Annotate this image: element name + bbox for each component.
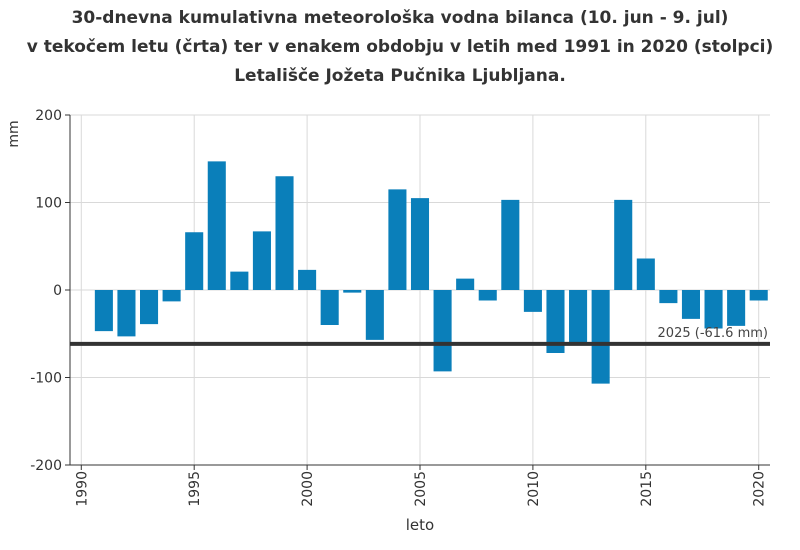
bar (94, 290, 113, 332)
y-tick-label: -100 (30, 371, 62, 387)
chart-title-line-2: v tekočem letu (črta) ter v enakem obdob… (26, 37, 774, 57)
chart-title-line-3: Letališče Jožeta Pučnika Ljubljana. (234, 66, 566, 86)
bar (636, 258, 655, 290)
chart-title: 30-dnevna kumulativna meteorološka vodna… (0, 4, 800, 91)
bar (433, 290, 452, 372)
bar (140, 290, 159, 325)
x-tick-label: 1995 (187, 471, 203, 507)
bars-layer (94, 161, 768, 384)
reference-line-label: 2025 (-61.6 mm) (658, 326, 768, 341)
bar (659, 290, 678, 304)
bar (591, 290, 610, 384)
y-tick-label: 0 (53, 283, 62, 299)
bar (207, 161, 226, 290)
bar (343, 290, 362, 293)
bar (749, 290, 768, 301)
x-axis-label: leto (406, 516, 434, 534)
x-tick-label: 2020 (752, 471, 768, 507)
bar (185, 232, 204, 290)
bar (569, 290, 588, 344)
bar (501, 199, 520, 290)
y-tick-label: -200 (30, 458, 62, 474)
bar (523, 290, 542, 312)
axes-layer: -200 -100 0 100 200 1990 1995 2000 2005 2010 2015 2… (30, 108, 770, 507)
bar (410, 198, 430, 290)
x-tick-label: 2010 (526, 471, 542, 507)
x-tick-label: 2005 (413, 471, 429, 507)
bar (162, 290, 181, 302)
bar (365, 290, 384, 340)
y-axis-label: mm (6, 120, 22, 147)
x-tick-label: 2000 (300, 471, 316, 507)
bar (681, 290, 700, 319)
bar (704, 290, 723, 329)
bar (727, 290, 746, 326)
bar (388, 189, 407, 290)
bar (456, 278, 475, 290)
y-tick-label: 100 (35, 196, 62, 212)
bar (614, 199, 633, 290)
bar (298, 269, 317, 290)
x-tick-label: 1990 (74, 471, 90, 507)
bar (320, 290, 339, 325)
bar (275, 176, 294, 290)
bar (546, 290, 565, 353)
x-tick-label: 2015 (639, 471, 655, 507)
chart-title-line-1: 30-dnevna kumulativna meteorološka vodna… (71, 8, 729, 28)
bar (478, 290, 497, 301)
bar (117, 290, 136, 337)
reference-line-layer: 2025 (-61.6 mm) (70, 326, 770, 346)
bar (230, 271, 249, 290)
y-tick-label: 200 (35, 108, 62, 124)
bar (252, 231, 271, 290)
